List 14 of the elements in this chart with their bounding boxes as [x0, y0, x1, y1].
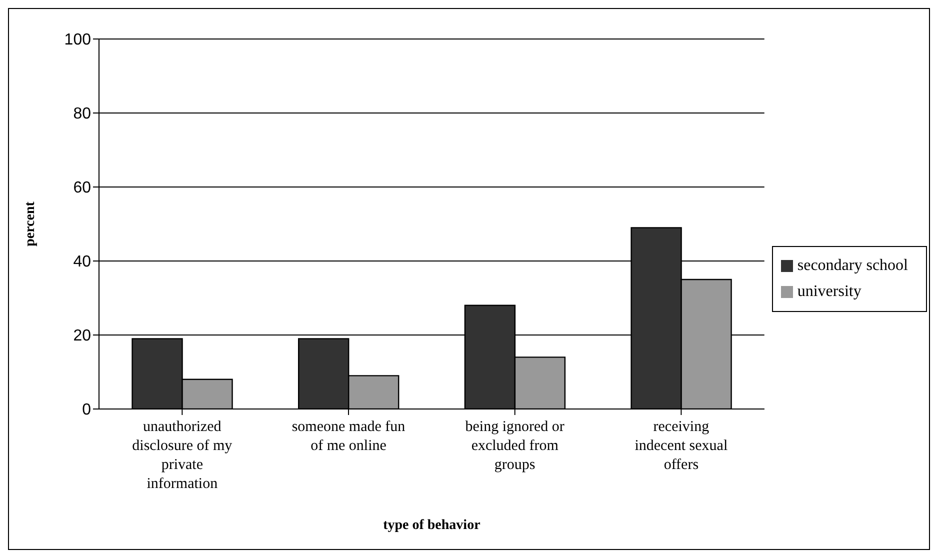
y-tick-label: 40	[73, 254, 92, 271]
x-tick-label: being ignored or excluded from groups	[465, 419, 564, 473]
y-tick-label: 20	[73, 328, 92, 345]
legend-label: university	[797, 283, 862, 300]
x-tick-label: someone made fun of me online	[292, 419, 406, 454]
y-tick-label: 0	[82, 402, 92, 419]
x-axis-title: type of behavior	[383, 518, 480, 533]
y-tick-label: 100	[64, 32, 92, 49]
y-axis-title: percent	[22, 201, 38, 246]
x-tick-label: unauthorized disclosure of my private information	[132, 419, 233, 492]
legend-label: secondary school	[797, 257, 908, 274]
y-tick-label: 80	[73, 106, 92, 123]
x-tick-label: receiving indecent sexual offers	[634, 419, 728, 473]
y-tick-label: 60	[73, 180, 92, 197]
